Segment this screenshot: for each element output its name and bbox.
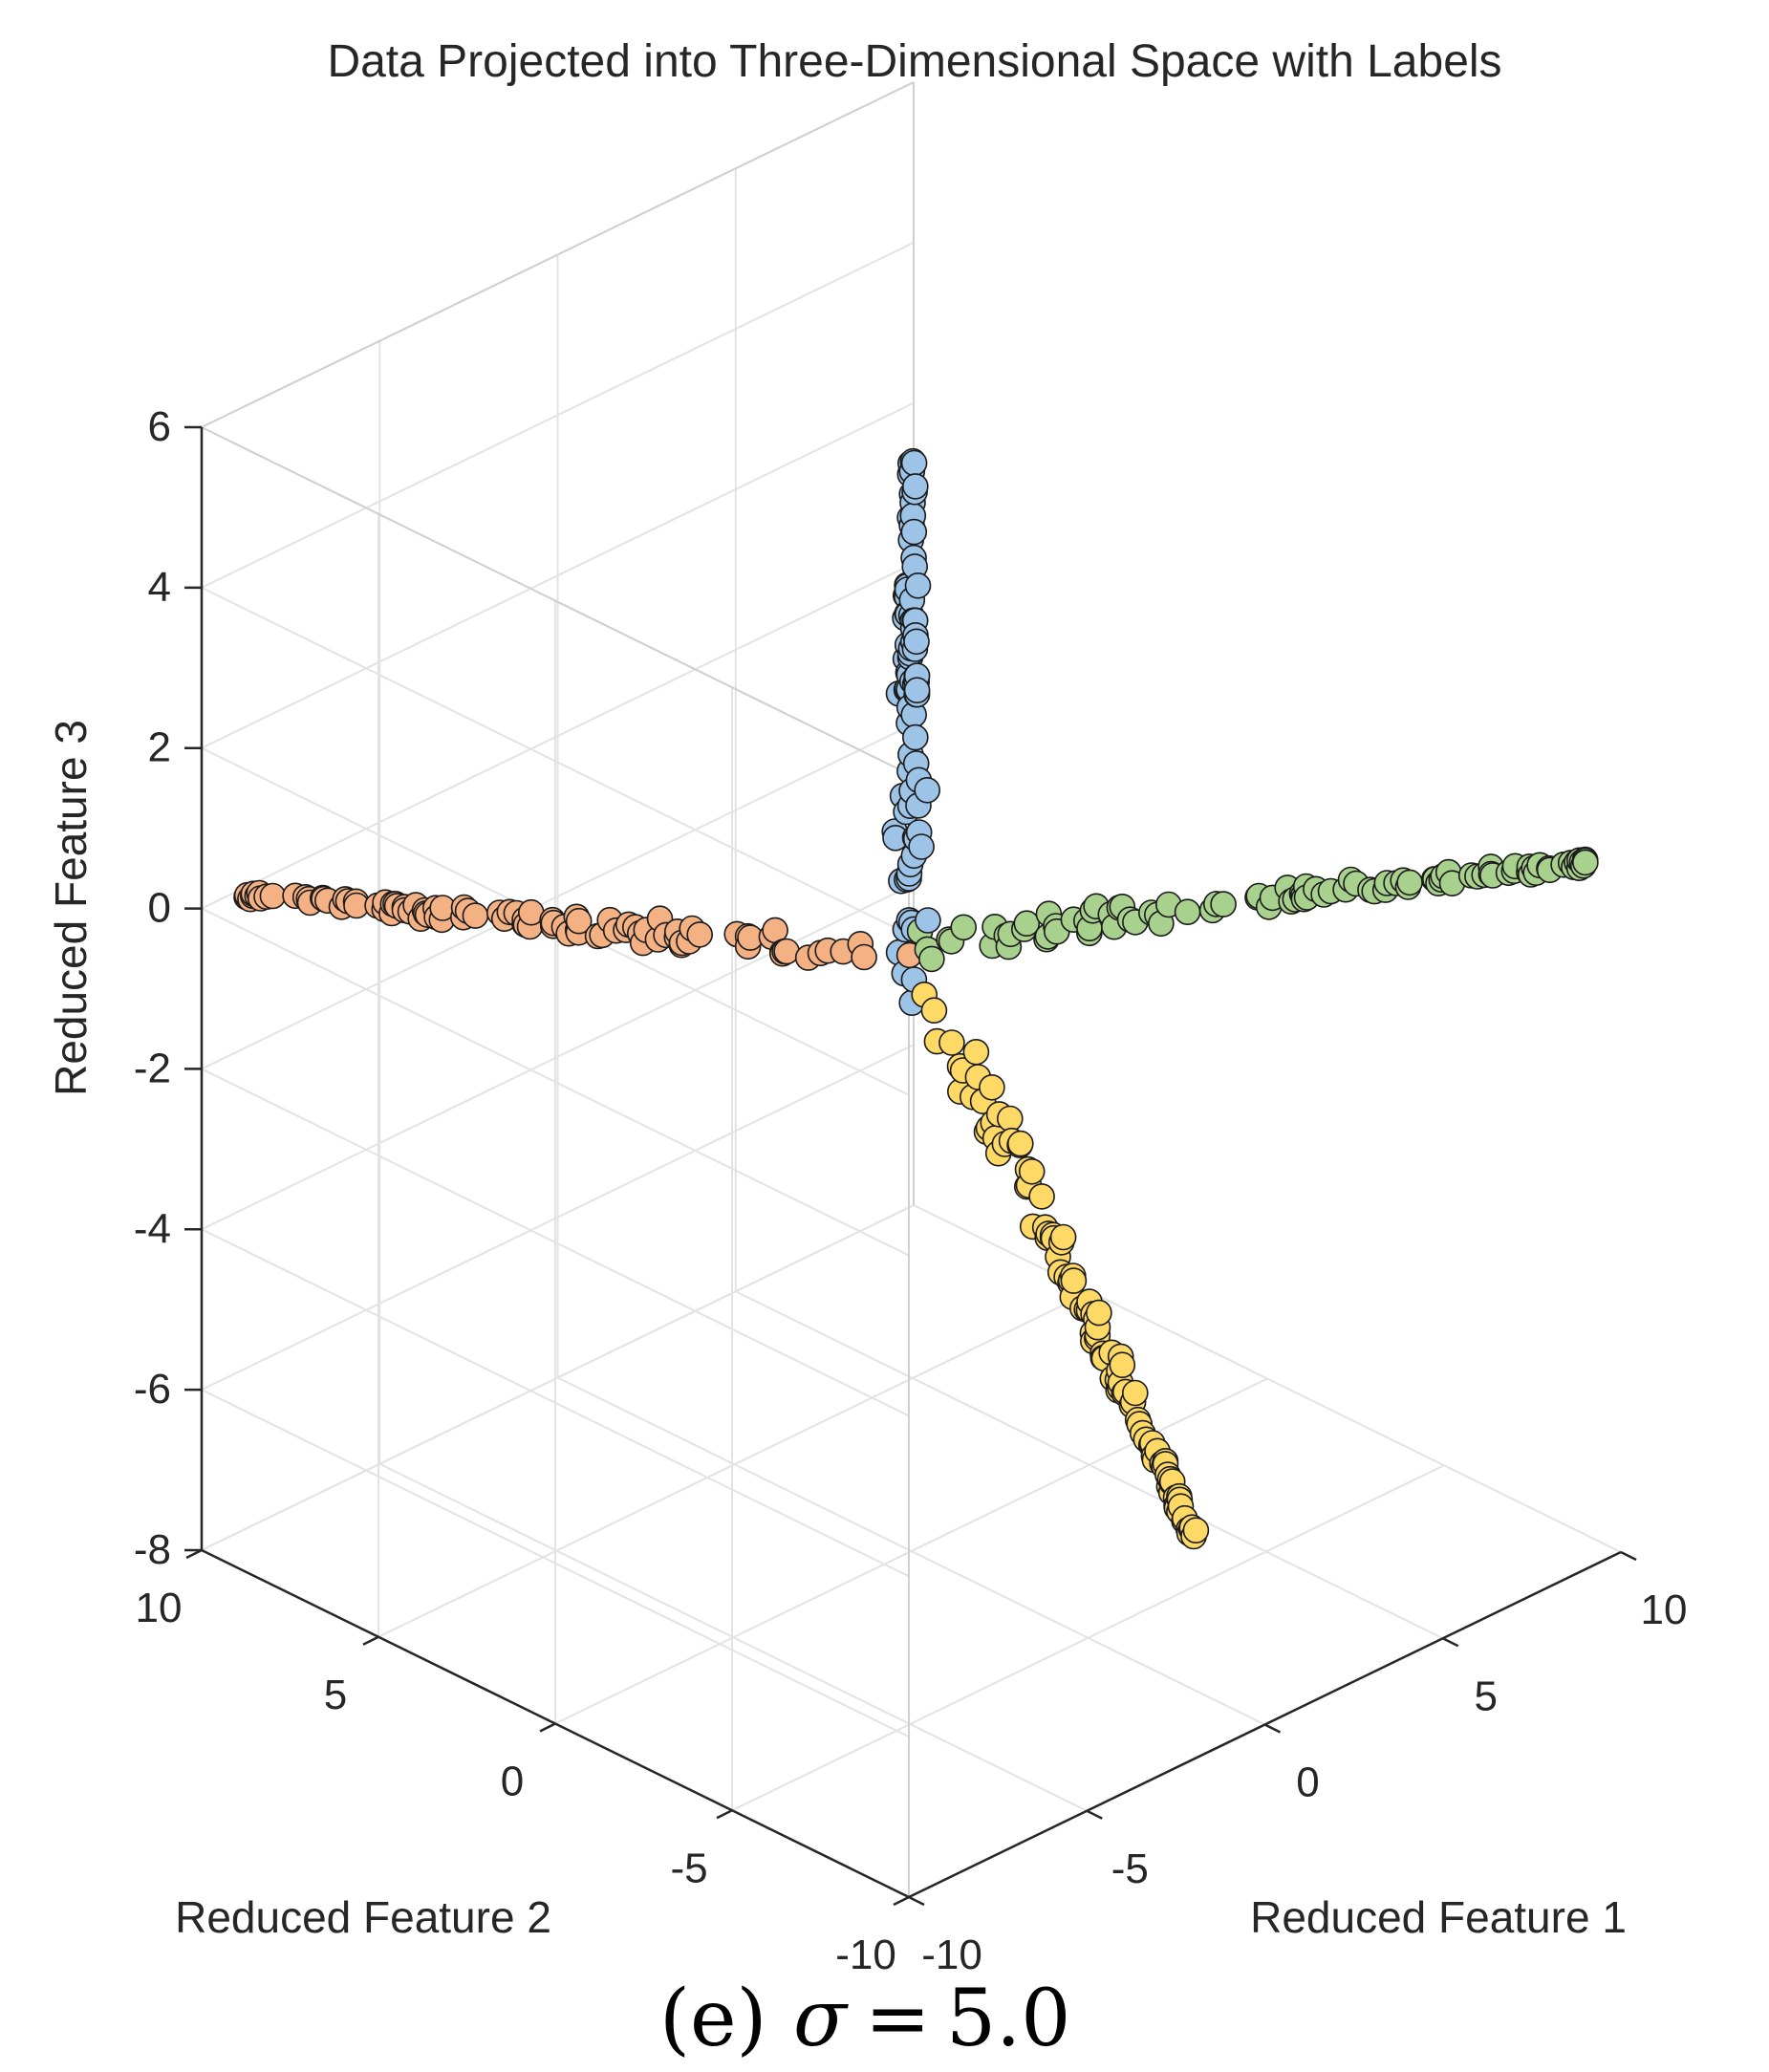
y-tick-label: -10: [835, 1932, 896, 1978]
caption-label: (e): [659, 1974, 767, 2064]
data-point: [979, 1074, 1005, 1101]
box-edge: [201, 81, 915, 428]
y-tick-mark: [539, 1722, 556, 1733]
grid-line: [731, 1464, 1445, 1812]
data-point: [904, 572, 932, 599]
data-point: [851, 943, 877, 971]
x-tick-label: -5: [1111, 1845, 1149, 1892]
z-tick-label: -8: [134, 1526, 171, 1573]
grid-line: [201, 723, 915, 1070]
x-tick-mark: [1442, 1637, 1459, 1648]
axes-lines: [184, 425, 1637, 1907]
data-point: [1182, 1517, 1210, 1543]
z-tick-label: 4: [148, 564, 171, 611]
y-tick-mark: [893, 1895, 910, 1907]
data-point: [1028, 1183, 1055, 1210]
x-tick-label: 10: [1641, 1586, 1688, 1633]
grid-line: [201, 401, 915, 749]
data-point: [918, 945, 945, 973]
y-tick-mark: [362, 1635, 379, 1646]
z-tick-label: 0: [148, 885, 171, 932]
scatter-points: [233, 447, 1599, 1550]
x-tick-mark: [1263, 1723, 1282, 1734]
data-point: [1210, 891, 1237, 917]
data-point: [908, 833, 935, 860]
data-point: [950, 914, 978, 941]
z-tick-label: -6: [134, 1366, 171, 1413]
data-point: [1109, 1351, 1136, 1378]
data-point: [915, 907, 941, 934]
grid-line: [201, 1228, 910, 1578]
data-point: [1060, 1267, 1088, 1294]
y-tick-label: 10: [136, 1585, 183, 1631]
data-point: [920, 997, 948, 1024]
caption-symbol: σ: [793, 1974, 849, 2064]
x-tick-mark: [1086, 1809, 1103, 1820]
y-tick-mark: [185, 1548, 203, 1560]
data-point: [259, 882, 287, 910]
y-axis-label: Reduced Feature 2: [175, 1892, 551, 1942]
z-tick-label: 6: [148, 403, 171, 450]
data-point: [903, 628, 930, 656]
data-point: [1572, 849, 1599, 876]
y-tick-mark: [716, 1809, 733, 1820]
y-tick-label: 5: [324, 1672, 347, 1718]
z-axis-label: Reduced Feature 3: [46, 720, 96, 1096]
x-tick-label: 5: [1475, 1673, 1498, 1719]
y-tick-label: 0: [501, 1759, 524, 1805]
data-point: [1049, 1223, 1077, 1251]
grid-line: [201, 1389, 910, 1738]
grid-line: [201, 562, 915, 910]
data-point: [997, 1105, 1024, 1133]
grid-line: [201, 586, 910, 936]
tick-labels: -10 -5 0 5 10 -10 -5 0 5 10 -8 -6 -4 -2 0 2 4 6: [134, 403, 1688, 1978]
x-tick-mark: [908, 1895, 925, 1907]
data-point: [1007, 1130, 1034, 1157]
data-point: [903, 677, 931, 704]
y-tick-label: -5: [670, 1845, 707, 1891]
figure-caption: (e) σ = 5.0: [659, 1974, 1070, 2064]
data-point: [1086, 1299, 1112, 1327]
x-tick-mark: [1620, 1550, 1637, 1562]
data-point: [900, 518, 928, 546]
data-point: [1013, 910, 1041, 938]
grid-line: [554, 1377, 1268, 1725]
caption-value: 5.0: [946, 1974, 1070, 2064]
x-axis-label: Reduced Feature 1: [1250, 1892, 1627, 1942]
chart-title: Data Projected into Three-Dimensional Sp…: [327, 36, 1501, 87]
x-tick-label: -10: [921, 1932, 982, 1978]
data-point: [962, 1039, 990, 1066]
caption-equals: =: [865, 1974, 931, 2064]
grid-line: [378, 1290, 1091, 1638]
z-tick-label: -4: [134, 1205, 171, 1252]
x-tick-label: 0: [1296, 1759, 1319, 1806]
data-point: [1174, 898, 1201, 926]
z-tick-label: 2: [148, 724, 171, 771]
data-point: [938, 1029, 965, 1056]
grid-line: [201, 907, 910, 1257]
data-point: [462, 902, 489, 929]
data-point: [901, 473, 929, 500]
data-point: [565, 907, 593, 935]
data-point: [1018, 1158, 1046, 1185]
axes-grid: [201, 81, 1622, 1898]
grid-line: [201, 241, 915, 589]
data-point: [901, 723, 929, 751]
data-point: [914, 776, 941, 804]
data-point: [686, 921, 714, 948]
z-tick-label: -2: [134, 1045, 171, 1091]
data-point: [1122, 1379, 1149, 1407]
grid-line: [201, 1044, 915, 1392]
data-point: [900, 449, 928, 477]
grid-line: [201, 1204, 915, 1551]
data-point: [1396, 869, 1423, 896]
grid-line: [201, 1068, 910, 1417]
box-edge: [201, 426, 910, 775]
